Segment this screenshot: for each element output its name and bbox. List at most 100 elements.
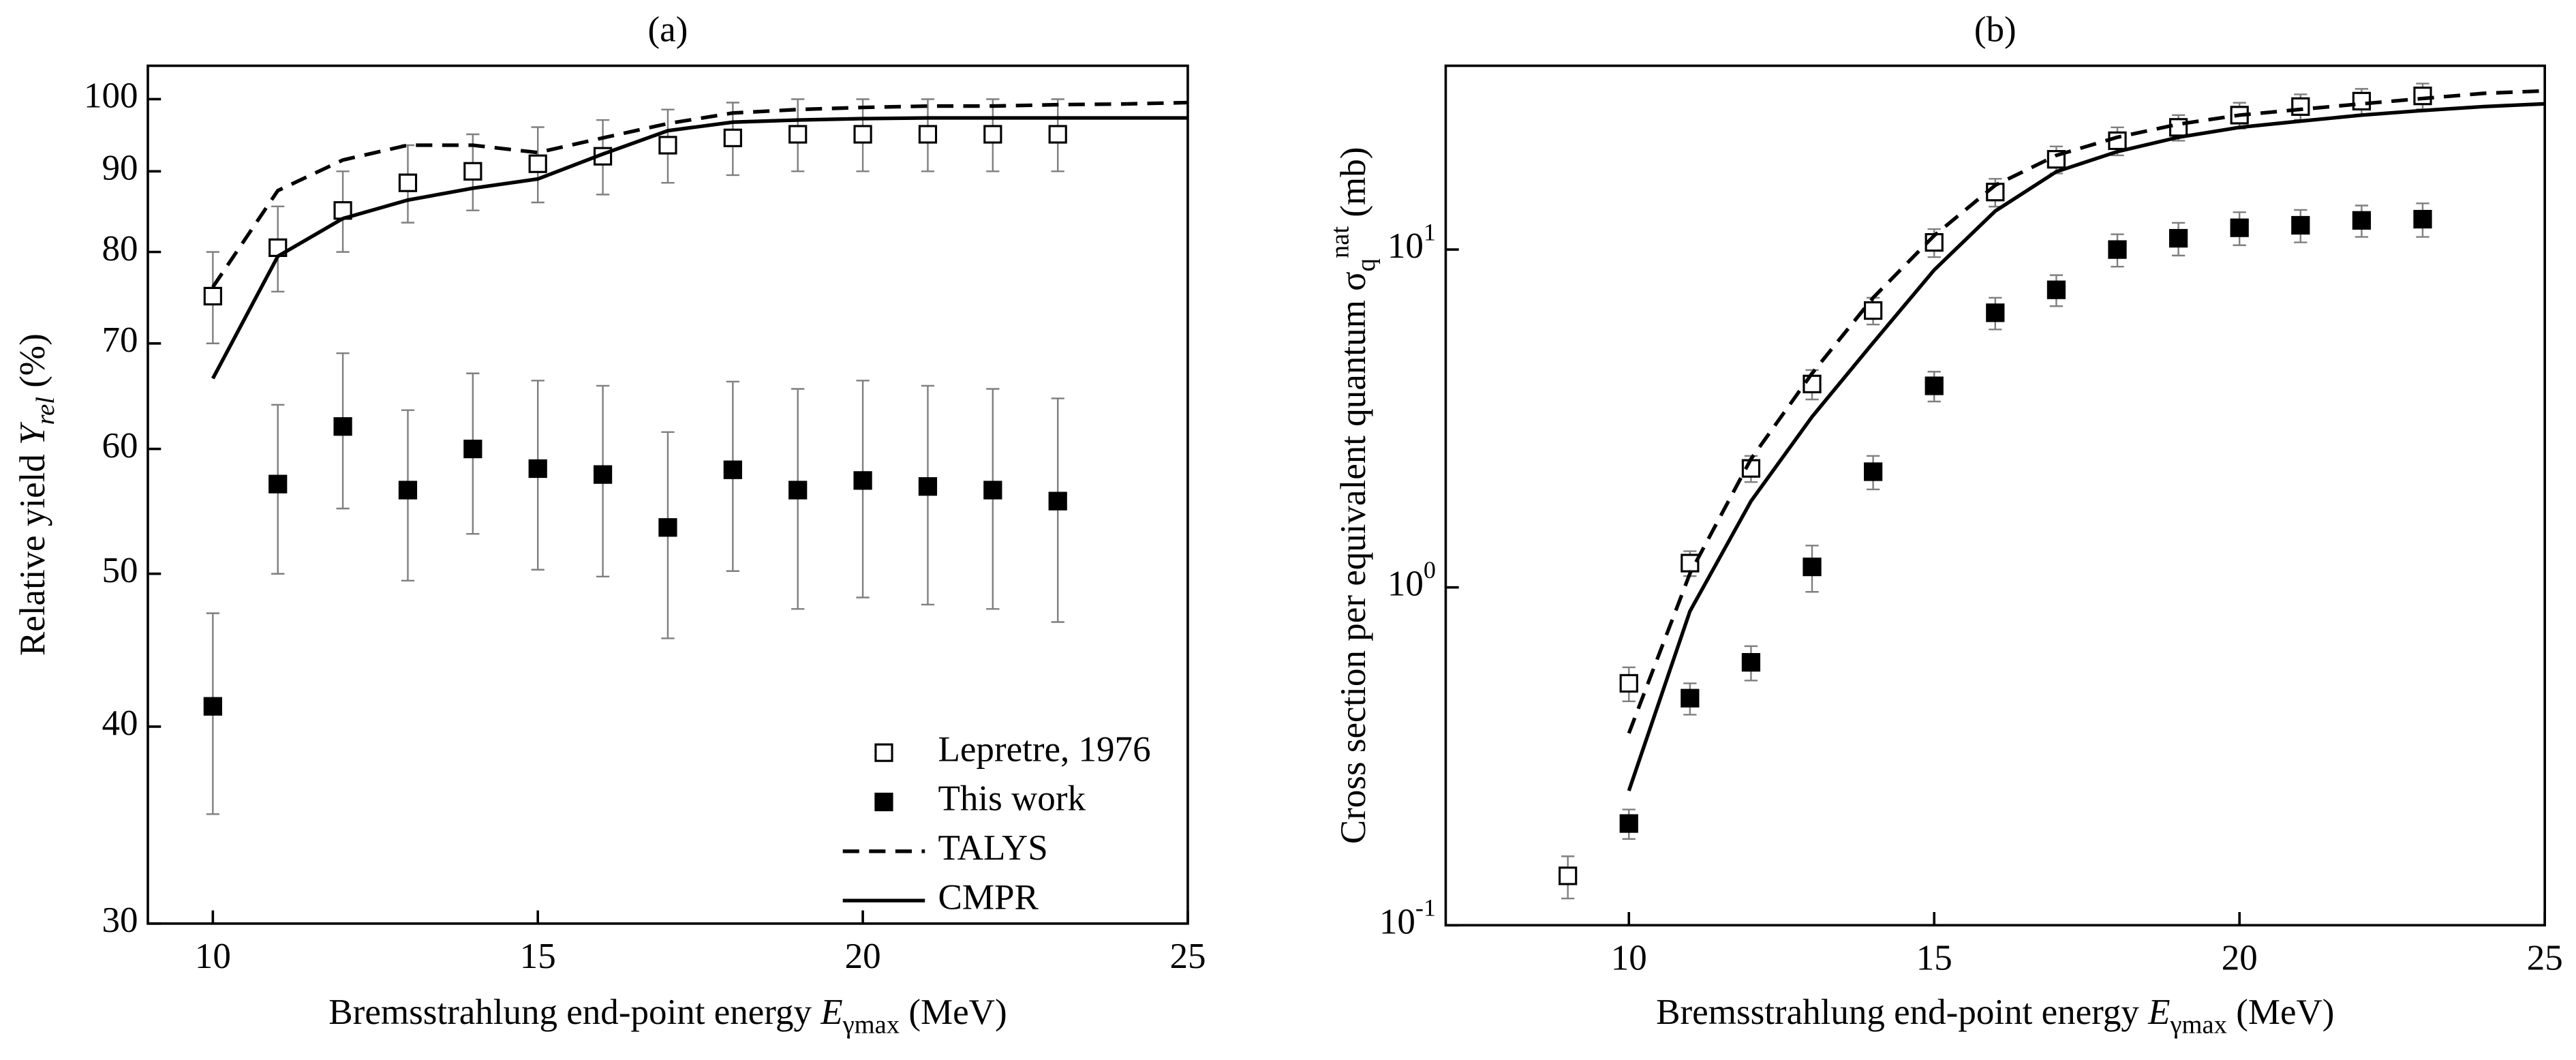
y-tick-label: 70 <box>102 320 138 360</box>
x-tick-label: 10 <box>195 937 231 976</box>
y-tick-base: 10 <box>1379 902 1415 941</box>
y-tick-base: 10 <box>1387 226 1424 266</box>
y-tick-label: 30 <box>102 900 138 940</box>
axis-label: Bremsstrahlung end-point energy Eγmax (M… <box>1656 993 2334 1040</box>
y-tick-label: 40 <box>102 703 138 743</box>
data-point <box>2352 91 2372 110</box>
data-point <box>1741 653 1761 672</box>
x-tick-label: 15 <box>1916 938 1952 978</box>
series-line <box>211 100 1189 288</box>
series-line <box>1627 89 2545 734</box>
data-point <box>658 136 677 155</box>
axis-label-part: nat <box>1325 226 1354 258</box>
data-point <box>1986 303 2005 322</box>
legend-label: CMPR <box>938 877 1039 917</box>
data-point <box>788 481 808 500</box>
data-point <box>853 471 872 490</box>
axis-label-part: γmax <box>2170 1011 2227 1040</box>
series-line <box>1627 102 2545 791</box>
data-point <box>983 125 1002 144</box>
data-point <box>1863 301 1883 320</box>
data-point <box>658 518 677 537</box>
axis-label-part: (MeV) <box>900 993 1007 1032</box>
data-point <box>528 459 547 479</box>
plot-frame <box>1444 64 2547 927</box>
data-point <box>398 481 418 500</box>
x-tick-label: 25 <box>1169 937 1206 976</box>
plot-frame <box>147 64 1189 925</box>
data-point <box>398 173 418 192</box>
data-point <box>203 697 222 716</box>
axis-label-part: (%) <box>13 333 52 397</box>
axis-label: Bremsstrahlung end-point energy Eγmax (M… <box>328 993 1007 1040</box>
data-point <box>269 474 288 494</box>
y-tick-label: 100 <box>1387 556 1436 604</box>
axis-label-part: (MeV) <box>2227 993 2335 1032</box>
data-point <box>1925 376 1944 395</box>
legend-marker <box>874 743 893 762</box>
data-point <box>528 154 547 173</box>
data-point <box>1619 814 1638 833</box>
y-tick-label: 60 <box>102 426 138 466</box>
data-point <box>2108 240 2127 259</box>
y-tick-base: 10 <box>1387 564 1424 604</box>
y-tick-label: 101 <box>1387 219 1436 267</box>
data-point <box>853 125 872 144</box>
data-point <box>2413 87 2432 106</box>
axis-label-part: (mb) <box>1334 147 1373 226</box>
data-point <box>788 125 808 144</box>
data-point <box>1681 688 1700 708</box>
data-point <box>2046 280 2066 299</box>
data-point <box>333 417 352 436</box>
y-tick-label: 80 <box>102 229 138 269</box>
data-point <box>1559 866 1578 885</box>
y-tick-label: 100 <box>84 76 138 116</box>
data-point <box>2352 211 2372 230</box>
data-point <box>2291 215 2310 235</box>
data-point <box>1803 557 1822 577</box>
data-point <box>918 477 938 496</box>
x-tick-label: 25 <box>2527 938 2563 978</box>
legend-marker <box>874 792 893 812</box>
chart-title: (b) <box>1974 10 2017 49</box>
axis-label-part: σ <box>1334 271 1373 291</box>
y-tick-exponent: 1 <box>1424 219 1436 246</box>
x-tick-label: 20 <box>2222 938 2258 978</box>
data-point <box>723 128 742 147</box>
x-tick-label: 20 <box>845 937 881 976</box>
y-tick-exponent: 0 <box>1424 556 1436 584</box>
data-point <box>2230 218 2249 237</box>
axis-label-part: γmax <box>842 1011 900 1040</box>
data-point <box>1048 491 1067 511</box>
axis-label: Cross section per equivalent quantum σqn… <box>1325 147 1381 845</box>
axis-label-part: rel <box>31 397 60 425</box>
data-point <box>983 481 1002 500</box>
data-point <box>593 465 613 484</box>
axis-label-part: E <box>2147 993 2170 1032</box>
axis-label-part: q <box>1352 258 1381 271</box>
legend-label: This work <box>938 779 1086 819</box>
data-point <box>463 439 482 459</box>
data-point <box>1048 125 1067 144</box>
y-tick-label: 90 <box>102 148 138 187</box>
x-tick-label: 10 <box>1611 938 1647 978</box>
data-point <box>2291 97 2310 116</box>
axis-label-part: Bremsstrahlung end-point energy <box>1656 993 2148 1032</box>
data-point <box>203 286 222 306</box>
axis-label: Relative yield Yrel (%) <box>13 333 60 656</box>
data-point <box>723 460 742 479</box>
data-point <box>2413 209 2432 229</box>
x-tick-label: 15 <box>520 937 556 976</box>
data-point <box>1863 462 1883 481</box>
axis-label-part: Bremsstrahlung end-point energy <box>328 993 821 1032</box>
legend-label: Lepretre, 1976 <box>938 729 1151 769</box>
y-tick-label: 50 <box>102 551 138 590</box>
axis-label-part: Relative yield <box>13 445 52 656</box>
axis-label-part: Y <box>13 421 52 445</box>
data-point <box>463 162 482 181</box>
data-point <box>1681 554 1700 573</box>
y-tick-exponent: -1 <box>1415 894 1436 922</box>
data-point <box>1803 374 1822 393</box>
